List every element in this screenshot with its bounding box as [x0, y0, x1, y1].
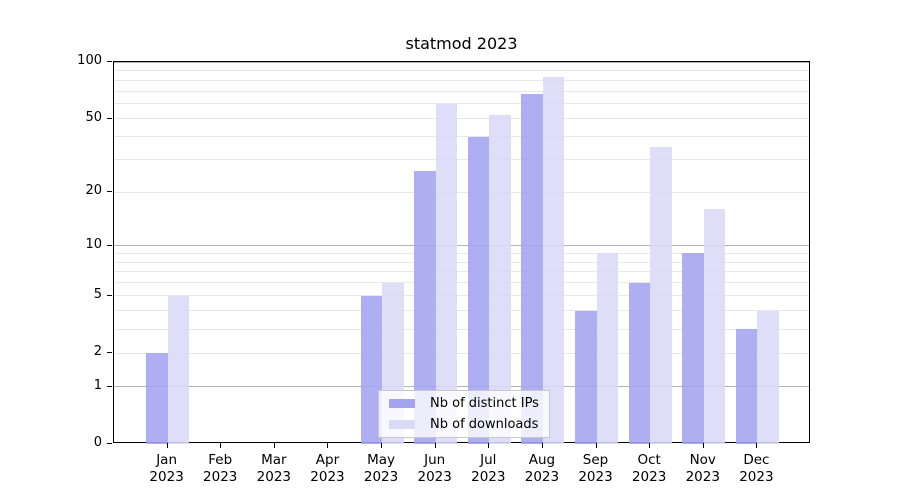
x-tick-mark: [166, 443, 168, 448]
legend-item-distinct-ips: Nb of distinct IPs: [387, 394, 541, 413]
gridline-minor: [114, 90, 809, 92]
bar-downloads: [596, 253, 619, 444]
gridline-minor: [114, 159, 809, 161]
y-axis-tick-label: 1: [93, 377, 102, 393]
gridline-minor: [114, 252, 809, 254]
bar-distinct-ips: [146, 353, 168, 444]
gridline-minor: [114, 261, 809, 263]
y-tick-mark: [107, 244, 112, 246]
y-tick-mark: [107, 352, 112, 354]
gridline-major: [114, 61, 809, 63]
x-tick-mark: [595, 443, 597, 448]
y-axis-tick-label: 50: [85, 109, 102, 125]
bar-downloads: [703, 209, 726, 444]
bar-distinct-ips: [735, 329, 758, 444]
y-axis-tick-label: 100: [77, 53, 102, 68]
x-axis-tick-label: Jan 2023: [149, 452, 184, 485]
y-axis-tick-label: 10: [85, 236, 102, 252]
bar-distinct-ips: [521, 93, 543, 444]
x-axis-tick-label: Dec 2023: [739, 452, 774, 485]
gridline-minor: [114, 295, 809, 297]
y-axis-tick-label: 0: [93, 435, 102, 450]
bar-downloads: [167, 295, 190, 444]
gridline-minor: [114, 191, 809, 193]
bar-downloads: [757, 310, 779, 444]
gridline-minor: [114, 271, 809, 273]
y-tick-mark: [107, 294, 112, 296]
x-tick-mark: [541, 443, 543, 448]
y-axis-tick-label: 5: [93, 286, 102, 302]
bar-distinct-ips: [360, 295, 383, 444]
gridline-minor: [114, 118, 809, 120]
y-tick-mark: [107, 61, 112, 62]
plot-area: [113, 61, 810, 444]
x-tick-mark: [220, 443, 222, 448]
legend-item-downloads: Nb of downloads: [387, 415, 541, 434]
x-tick-mark: [756, 443, 758, 448]
gridline-major: [114, 245, 809, 247]
y-tick-mark: [107, 443, 112, 444]
x-axis-tick-label: Jul 2023: [471, 452, 506, 485]
legend-swatch-distinct-ips: [389, 399, 415, 408]
gridline-minor: [114, 352, 809, 354]
x-tick-mark: [273, 443, 275, 448]
x-axis-tick-label: Apr 2023: [310, 452, 345, 485]
bar-downloads: [489, 115, 511, 444]
gridline-major: [114, 386, 809, 388]
x-axis-tick-label: Mar 2023: [256, 452, 292, 485]
bar-distinct-ips: [628, 282, 651, 444]
bar-distinct-ips: [682, 253, 704, 444]
bar-distinct-ips: [575, 310, 597, 444]
x-axis-tick-label: Jun 2023: [417, 452, 452, 485]
x-tick-mark: [488, 443, 490, 448]
gridline-minor: [114, 103, 809, 105]
x-tick-mark: [702, 443, 704, 448]
x-axis-tick-label: Feb 2023: [203, 452, 238, 485]
x-tick-mark: [649, 443, 651, 448]
x-axis-tick-label: Oct 2023: [631, 452, 667, 485]
x-axis-tick-label: Sep 2023: [578, 452, 613, 485]
bar-distinct-ips: [467, 136, 490, 444]
y-axis-tick-label: 20: [85, 183, 102, 198]
bar-downloads: [435, 103, 458, 444]
bar-downloads: [650, 147, 672, 444]
x-tick-mark: [381, 443, 383, 448]
legend-swatch-downloads: [389, 420, 415, 429]
bar-distinct-ips: [414, 171, 436, 444]
x-axis-tick-label: Nov 2023: [685, 452, 720, 485]
gridline-minor: [114, 310, 809, 312]
x-tick-mark: [327, 443, 329, 448]
legend-label-distinct-ips: Nb of distinct IPs: [430, 396, 539, 411]
x-axis-tick-label: May 2023: [363, 452, 399, 485]
legend-label-downloads: Nb of downloads: [430, 417, 539, 432]
gridline-minor: [114, 282, 809, 284]
gridline-minor: [114, 328, 809, 330]
y-axis-tick-label: 2: [93, 344, 102, 360]
chart-title: statmod 2023: [405, 34, 518, 53]
gridline-minor: [114, 79, 809, 81]
y-tick-mark: [107, 385, 112, 387]
y-tick-mark: [107, 117, 112, 119]
x-tick-mark: [434, 443, 436, 448]
y-tick-mark: [107, 191, 112, 192]
gridline-minor: [114, 70, 809, 72]
x-axis-tick-label: Aug 2023: [524, 452, 560, 485]
legend: Nb of distinct IPs Nb of downloads: [378, 390, 550, 438]
bar-downloads: [542, 77, 565, 444]
gridline-minor: [114, 136, 809, 138]
